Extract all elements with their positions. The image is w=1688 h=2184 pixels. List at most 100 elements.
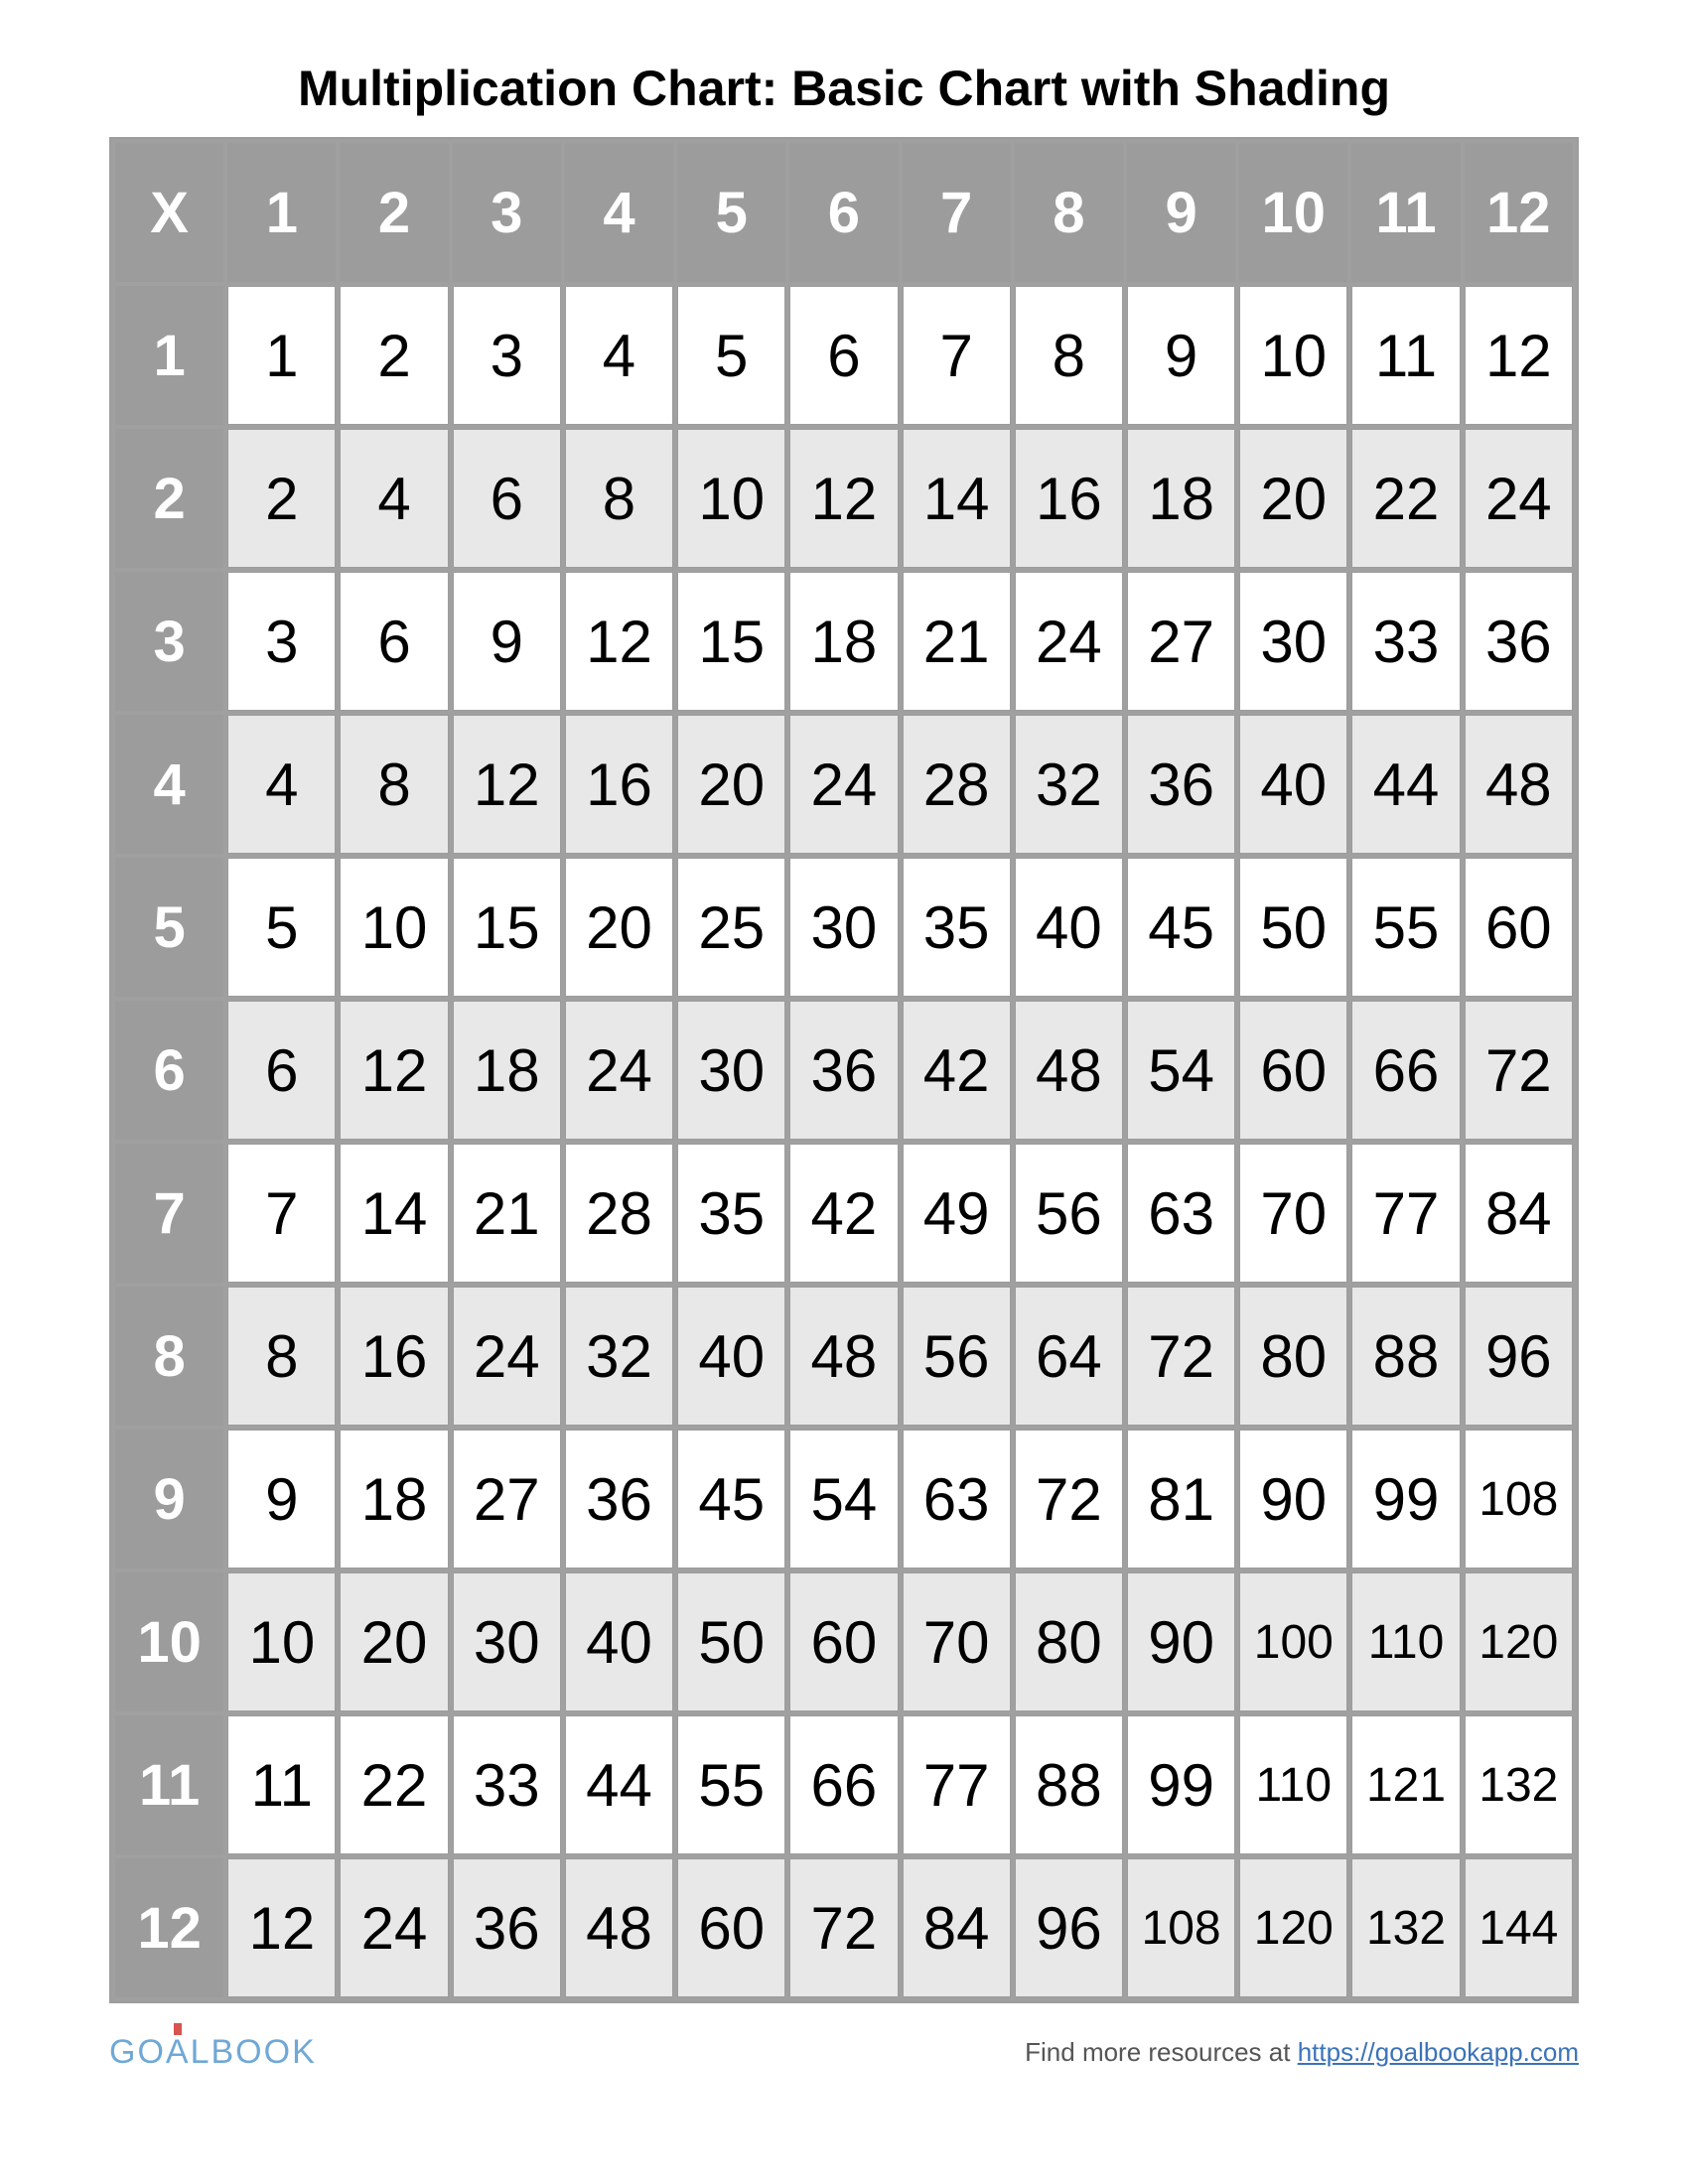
table-cell: 6 xyxy=(789,286,898,425)
table-cell: 88 xyxy=(1351,1287,1460,1426)
table-cell: 36 xyxy=(789,1001,898,1140)
table-cell: 16 xyxy=(1015,429,1123,568)
table-cell: 45 xyxy=(1127,858,1235,997)
table-cell: 24 xyxy=(1015,572,1123,711)
table-cell: 70 xyxy=(1239,1144,1347,1283)
table-cell: 4 xyxy=(565,286,673,425)
table-cell: 4 xyxy=(227,715,336,854)
table-cell: 18 xyxy=(1127,429,1235,568)
table-cell: 9 xyxy=(453,572,561,711)
row-header: 10 xyxy=(115,1572,223,1711)
row-header: 6 xyxy=(115,1001,223,1140)
row-header: 4 xyxy=(115,715,223,854)
table-cell: 22 xyxy=(340,1715,448,1854)
table-cell: 8 xyxy=(565,429,673,568)
table-cell: 21 xyxy=(903,572,1011,711)
table-row: 9918273645546372819099108 xyxy=(115,1430,1573,1569)
table-cell: 49 xyxy=(903,1144,1011,1283)
table-cell: 20 xyxy=(677,715,785,854)
table-cell: 2 xyxy=(227,429,336,568)
table-cell: 66 xyxy=(789,1715,898,1854)
row-header: 9 xyxy=(115,1430,223,1569)
table-cell: 96 xyxy=(1015,1858,1123,1997)
table-cell: 28 xyxy=(565,1144,673,1283)
table-row: 881624324048566472808896 xyxy=(115,1287,1573,1426)
logo-text-left: GO xyxy=(109,2033,166,2071)
col-header: 3 xyxy=(453,143,561,282)
table-header-row: X 123456789101112 xyxy=(115,143,1573,282)
table-cell: 120 xyxy=(1465,1572,1573,1711)
table-cell: 20 xyxy=(1239,429,1347,568)
table-cell: 8 xyxy=(1015,286,1123,425)
col-header: 10 xyxy=(1239,143,1347,282)
table-cell: 9 xyxy=(227,1430,336,1569)
table-cell: 24 xyxy=(1465,429,1573,568)
table-cell: 77 xyxy=(903,1715,1011,1854)
table-cell: 54 xyxy=(1127,1001,1235,1140)
table-cell: 12 xyxy=(789,429,898,568)
table-cell: 6 xyxy=(340,572,448,711)
col-header: 5 xyxy=(677,143,785,282)
table-cell: 90 xyxy=(1239,1430,1347,1569)
table-cell: 30 xyxy=(1239,572,1347,711)
table-row: 551015202530354045505560 xyxy=(115,858,1573,997)
table-cell: 99 xyxy=(1127,1715,1235,1854)
col-header: 4 xyxy=(565,143,673,282)
table-cell: 64 xyxy=(1015,1287,1123,1426)
table-cell: 9 xyxy=(1127,286,1235,425)
row-header: 1 xyxy=(115,286,223,425)
table-cell: 3 xyxy=(453,286,561,425)
table-cell: 55 xyxy=(677,1715,785,1854)
multiplication-table: X 123456789101112 1123456789101112224681… xyxy=(109,137,1579,2003)
table-cell: 15 xyxy=(677,572,785,711)
table-cell: 72 xyxy=(1127,1287,1235,1426)
table-cell: 120 xyxy=(1239,1858,1347,1997)
table-cell: 36 xyxy=(565,1430,673,1569)
table-cell: 42 xyxy=(903,1001,1011,1140)
table-cell: 20 xyxy=(340,1572,448,1711)
table-cell: 14 xyxy=(903,429,1011,568)
table-cell: 32 xyxy=(565,1287,673,1426)
table-cell: 16 xyxy=(565,715,673,854)
resources-link[interactable]: https://goalbookapp.com xyxy=(1298,2037,1579,2067)
table-cell: 96 xyxy=(1465,1287,1573,1426)
table-cell: 30 xyxy=(789,858,898,997)
col-header: 2 xyxy=(340,143,448,282)
resources-label: Find more resources at xyxy=(1025,2037,1298,2067)
table-cell: 3 xyxy=(227,572,336,711)
table-cell: 24 xyxy=(789,715,898,854)
table-cell: 40 xyxy=(1239,715,1347,854)
table-cell: 8 xyxy=(340,715,448,854)
table-cell: 132 xyxy=(1465,1715,1573,1854)
table-cell: 12 xyxy=(565,572,673,711)
table-cell: 100 xyxy=(1239,1572,1347,1711)
table-cell: 40 xyxy=(1015,858,1123,997)
table-cell: 110 xyxy=(1351,1572,1460,1711)
table-cell: 45 xyxy=(677,1430,785,1569)
table-cell: 81 xyxy=(1127,1430,1235,1569)
table-cell: 27 xyxy=(1127,572,1235,711)
table-cell: 70 xyxy=(903,1572,1011,1711)
table-cell: 1 xyxy=(227,286,336,425)
table-cell: 63 xyxy=(1127,1144,1235,1283)
table-cell: 20 xyxy=(565,858,673,997)
table-cell: 33 xyxy=(1351,572,1460,711)
table-cell: 6 xyxy=(227,1001,336,1140)
table-cell: 60 xyxy=(677,1858,785,1997)
table-row: 3369121518212427303336 xyxy=(115,572,1573,711)
table-cell: 40 xyxy=(677,1287,785,1426)
table-row: 1123456789101112 xyxy=(115,286,1573,425)
table-cell: 99 xyxy=(1351,1430,1460,1569)
table-row: 11112233445566778899110121132 xyxy=(115,1715,1573,1854)
table-cell: 56 xyxy=(903,1287,1011,1426)
table-cell: 10 xyxy=(340,858,448,997)
table-row: 121224364860728496108120132144 xyxy=(115,1858,1573,1997)
table-cell: 108 xyxy=(1465,1430,1573,1569)
table-cell: 72 xyxy=(789,1858,898,1997)
table-cell: 7 xyxy=(903,286,1011,425)
col-header: 6 xyxy=(789,143,898,282)
row-header: 12 xyxy=(115,1858,223,1997)
table-cell: 11 xyxy=(227,1715,336,1854)
col-header: 7 xyxy=(903,143,1011,282)
table-cell: 108 xyxy=(1127,1858,1235,1997)
